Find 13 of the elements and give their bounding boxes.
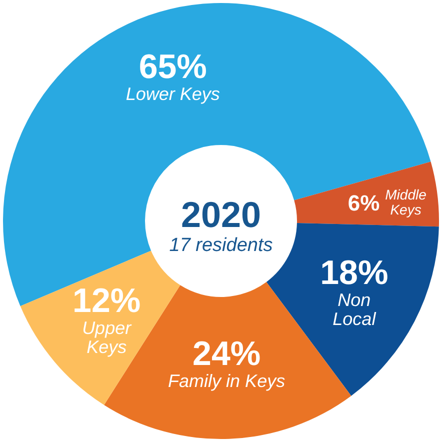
data-label: 65%	[138, 48, 207, 86]
slice-label: Lower Keys	[126, 84, 220, 104]
text: 17 residents	[169, 235, 274, 256]
slice-label: Non Local	[332, 290, 377, 330]
data-label: 6%	[348, 190, 380, 216]
slice-label: Middle Keys	[385, 186, 427, 218]
data-label: 12%	[72, 282, 141, 320]
data-label: 24%	[192, 334, 261, 373]
slice-label: Upper Keys	[82, 318, 132, 357]
donut-slice	[294, 162, 439, 227]
slice-label: Family in Keys	[168, 370, 286, 391]
text: 2020	[180, 194, 262, 235]
data-label: 18%	[320, 254, 388, 292]
